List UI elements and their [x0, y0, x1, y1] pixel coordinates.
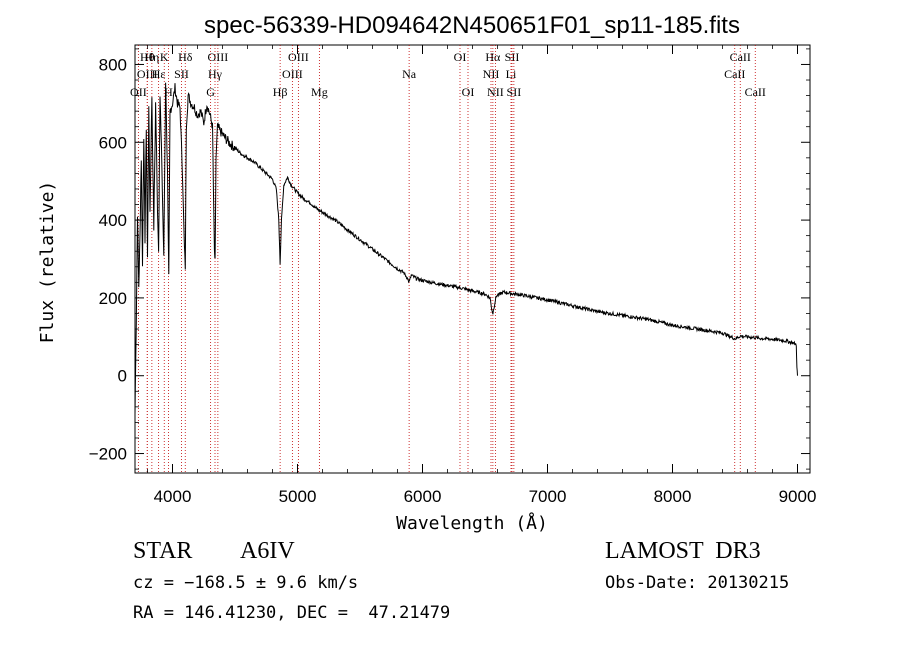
survey-name: LAMOST DR3 [605, 538, 761, 564]
y-tick-label: 200 [99, 289, 127, 308]
y-tick-label: 800 [99, 55, 127, 74]
y-tick-label: −200 [89, 445, 127, 464]
spectral-line-label: Hε [152, 67, 166, 81]
spectral-line-label: G [206, 85, 215, 99]
redshift-value: cz = −168.5 ± 9.6 km/s [133, 573, 359, 593]
spectral-line-label: Hα [485, 50, 501, 64]
spectral-line-label: Mg [311, 85, 328, 99]
spectral-line-label: SII [174, 67, 189, 81]
observation-date: Obs-Date: 20130215 [605, 573, 790, 593]
object-subclass: A6IV [240, 538, 295, 564]
spectral-line-label: Hβ [273, 85, 288, 99]
spectral-line-label: SII [507, 85, 522, 99]
spectrum-line [134, 82, 798, 415]
spectral-line-label: OIII [288, 50, 309, 64]
spectral-line-label: SII [505, 50, 520, 64]
plot-frame [134, 44, 811, 474]
x-tick-label: 7000 [529, 487, 567, 506]
spectral-line-label: OIII [282, 67, 303, 81]
spectral-line-label: Hδ [178, 50, 193, 64]
x-tick-label: 8000 [654, 487, 692, 506]
y-tick-label: 400 [99, 211, 127, 230]
y-tick-label: 600 [99, 133, 127, 152]
object-class: STAR [133, 538, 193, 564]
spectral-line-label: OIII [208, 50, 229, 64]
spectral-line-label: OIII [137, 67, 158, 81]
y-tick-label: 0 [118, 367, 127, 386]
spectral-line-label: Li [506, 67, 517, 81]
spectral-line-label: K [160, 50, 169, 64]
y-axis-label: Flux (relative) [37, 181, 58, 344]
spectral-line-label: Hγ [208, 67, 223, 81]
spectral-line-label: NII [487, 85, 504, 99]
sky-coordinates: RA = 146.41230, DEC = 47.21479 [133, 603, 451, 623]
chart-title: spec-56339-HD094642N450651F01_sp11-185.f… [204, 12, 740, 39]
x-tick-label: 9000 [779, 487, 817, 506]
x-axis-label: Wavelength (Å) [396, 512, 548, 534]
spectral-line-label: OI [462, 85, 475, 99]
spectral-line-label: Na [402, 67, 417, 81]
spectral-line-label: CaII [724, 67, 745, 81]
spectral-line-label: H [164, 85, 173, 99]
spectral-line-label: OII [130, 85, 147, 99]
spectral-line-label: CaII [730, 50, 751, 64]
spectral-line-label: CaII [745, 85, 766, 99]
x-tick-label: 5000 [279, 487, 317, 506]
spectral-line-label: OI [454, 50, 467, 64]
spectral-line-label: NII [483, 67, 500, 81]
x-tick-label: 4000 [154, 487, 192, 506]
x-tick-label: 6000 [404, 487, 442, 506]
spectral-line-label: Hη [144, 50, 159, 64]
